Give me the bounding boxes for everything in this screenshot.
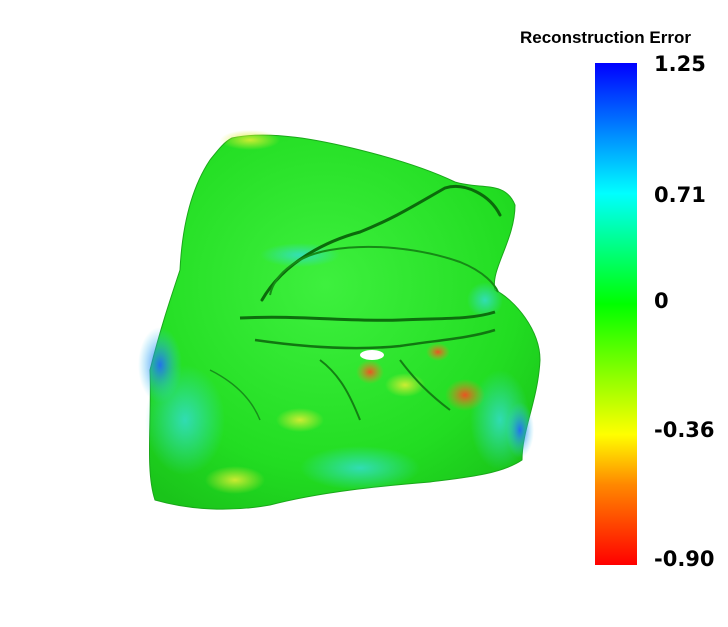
colorbar-tick-neg-0-36: -0.36 xyxy=(654,418,715,442)
mesh-hole xyxy=(360,350,384,360)
colorbar-tick-zero: 0 xyxy=(654,289,669,313)
colorbar-title: Reconstruction Error xyxy=(520,28,691,47)
mesh-surface xyxy=(138,130,541,510)
colorbar-tick-min: -0.90 xyxy=(654,547,715,571)
colorbar-tick-0-71: 0.71 xyxy=(654,183,706,207)
colorbar xyxy=(595,63,637,565)
colorbar-tick-max: 1.25 xyxy=(654,52,706,76)
